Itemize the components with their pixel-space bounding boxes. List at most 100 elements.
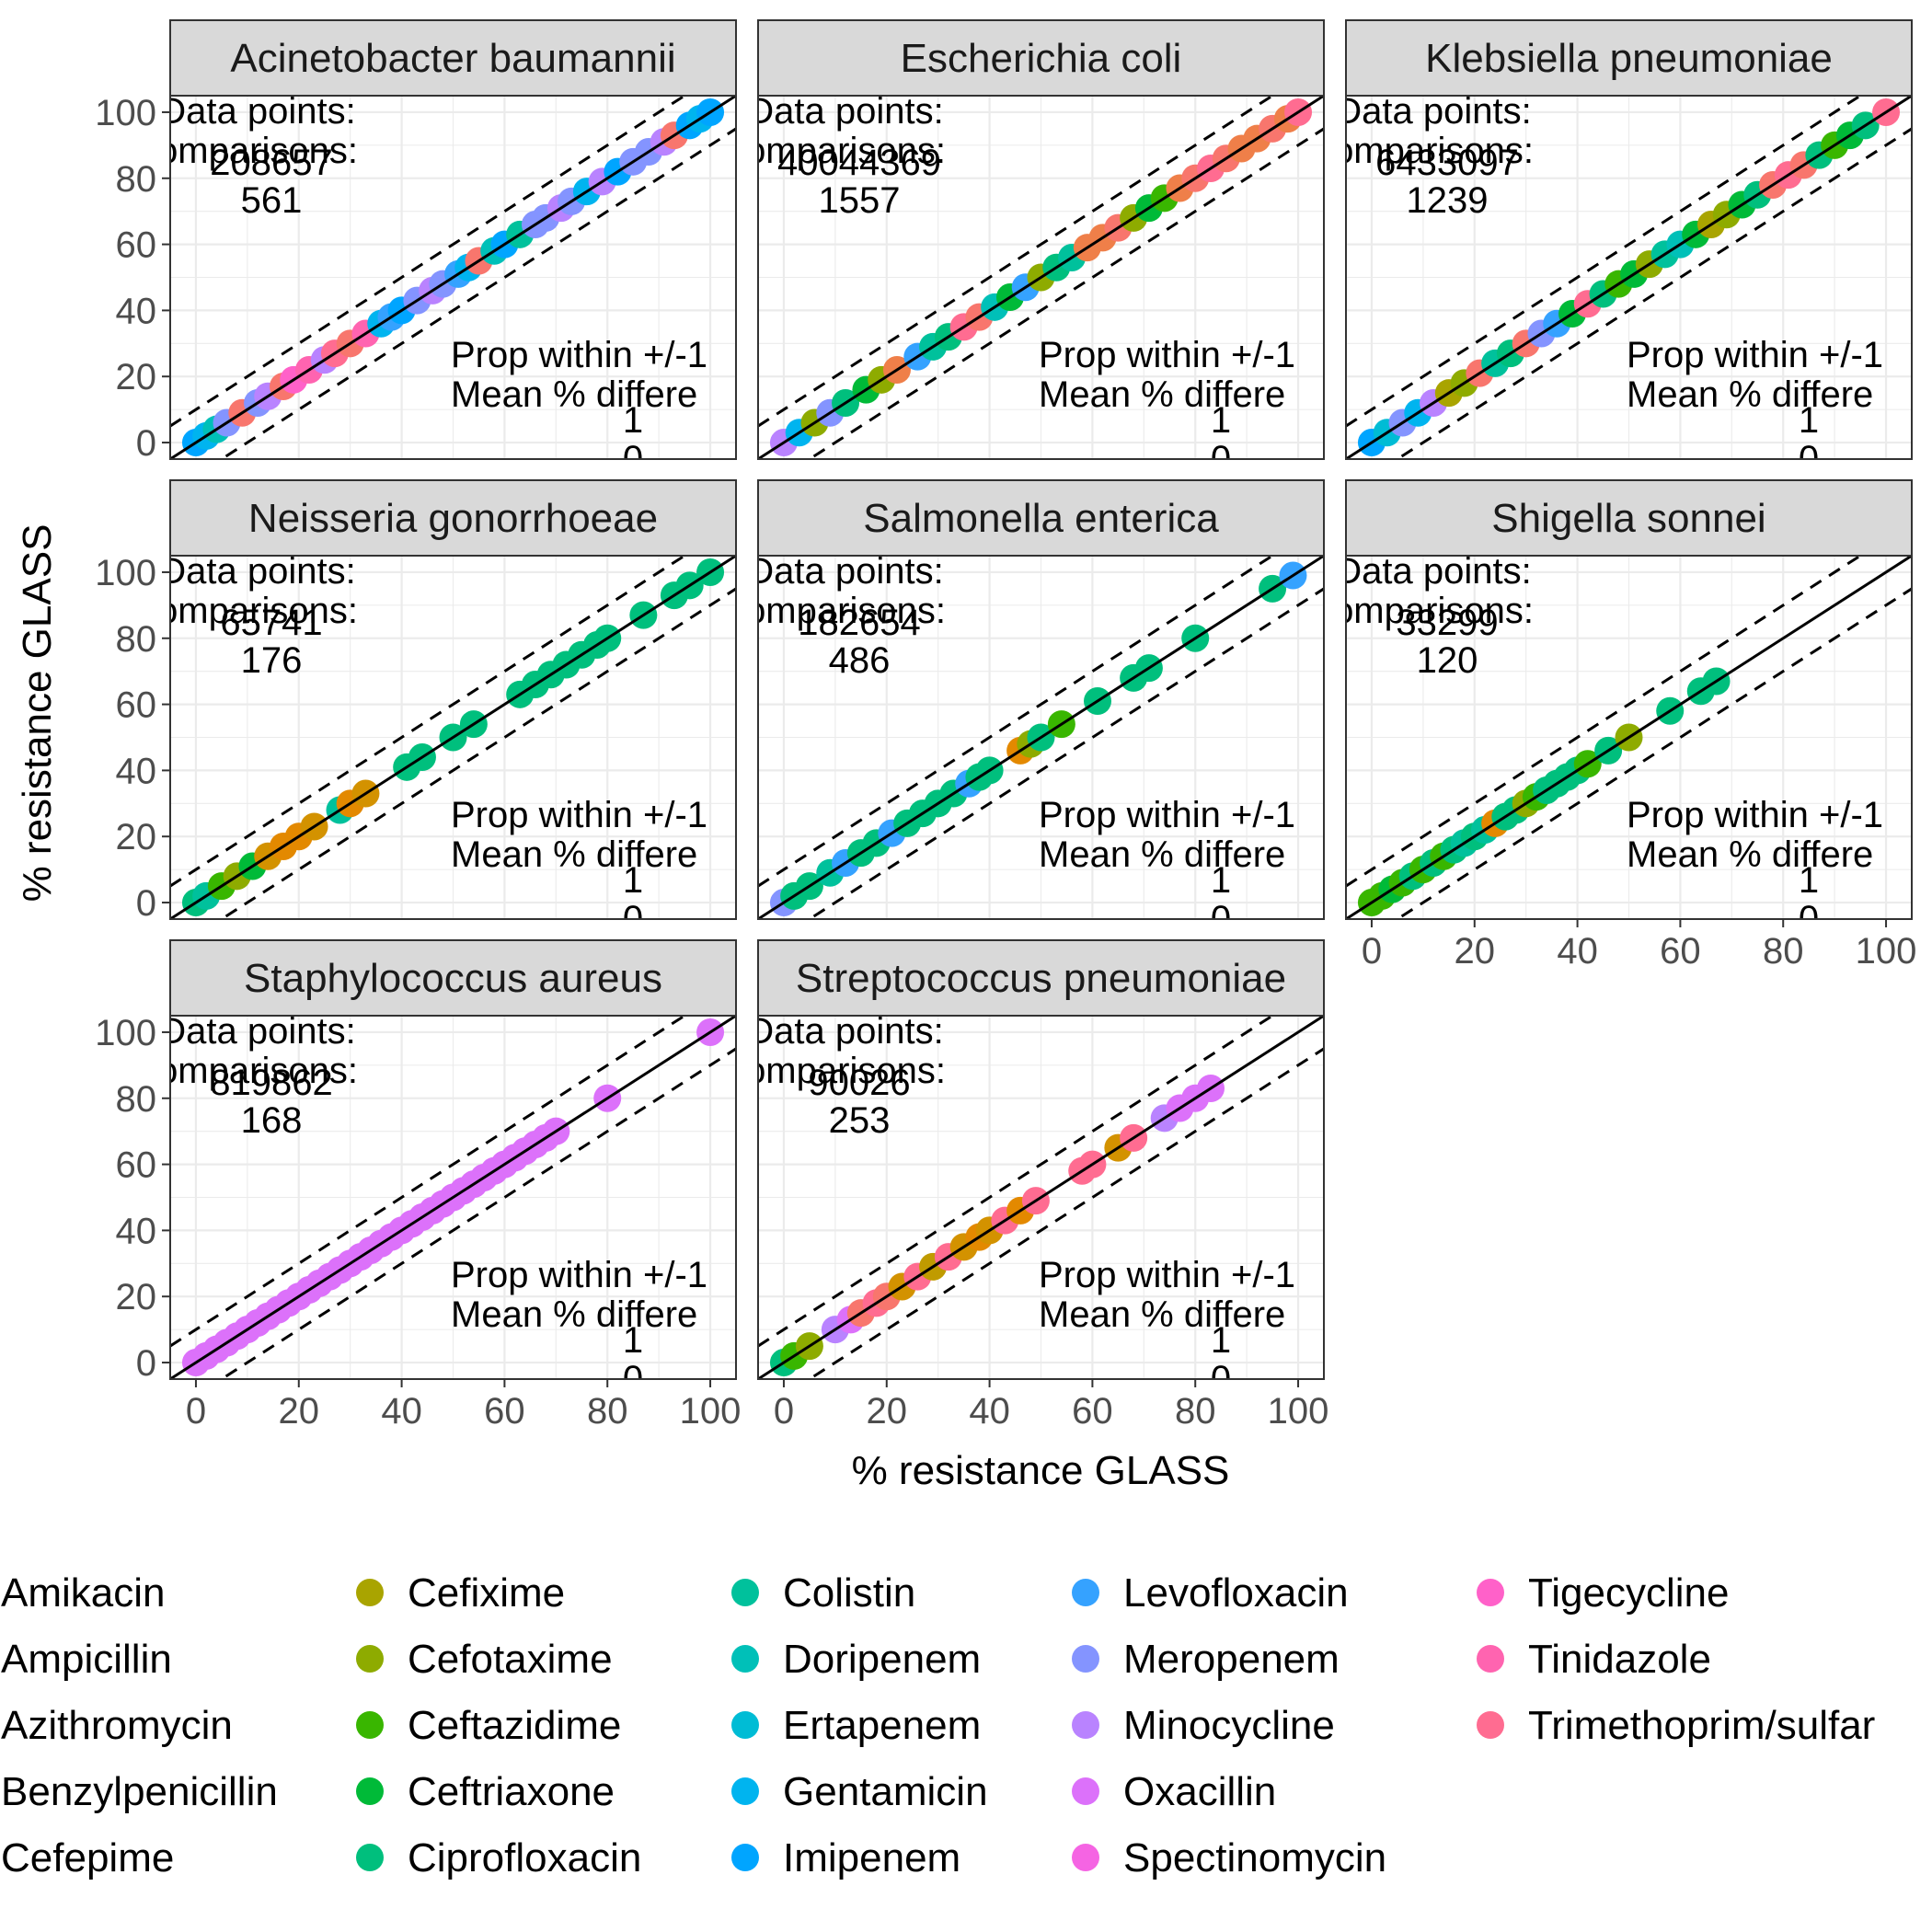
legend: Amikacin Ampicillin Azithromycin Benzylpeni… [1,1570,1875,1880]
legend-label: Cefixime [408,1570,565,1616]
x-tick-label: 80 [1175,1391,1216,1432]
panel-border [757,555,1325,920]
identity-line [1346,556,1912,919]
facet-title: Streptococcus pneumoniae [796,956,1286,1001]
x-tick-label: 60 [1072,1391,1113,1432]
annotation-comparisons-value: 253 [829,1100,891,1141]
facet-strip [1345,479,1913,557]
annotation-comparisons-label: omparisons: [745,1051,946,1091]
y-tick-label: 80 [116,159,157,200]
y-tick-label: 100 [95,553,156,593]
upper-band-line [1346,556,1863,888]
annotation-comparisons-value: 561 [241,180,303,221]
facet-strip [1345,19,1913,97]
legend-swatch [1072,1579,1099,1606]
annotation-comparisons-label: omparisons: [157,131,358,171]
legend-swatch [356,1777,384,1805]
annotation-data-points-label: Data points: [159,551,355,592]
x-tick-label: 40 [381,1391,422,1432]
legend-label: Imipenem [783,1835,960,1880]
identity-line [758,96,1324,459]
annotation-prop-within-value: 1 [623,400,643,441]
annotation-prop-within-value: 1 [1799,860,1819,901]
facet-panel: Streptococcus pneumoniae Data points:ompa… [745,939,1328,1432]
y-tick-label: 0 [136,883,156,924]
facet-title: Acinetobacter baumannii [230,36,675,81]
upper-band-line [170,556,687,888]
x-tick-label: 100 [680,1391,742,1432]
facet-panel: Acinetobacter baumannii Data points:ompar… [95,19,737,479]
legend-swatch [1072,1777,1099,1805]
y-tick-label: 100 [95,93,156,133]
annotation-mean-diff-value: 0 [1211,439,1231,479]
identity-line [1346,96,1912,459]
panel-border [169,1015,737,1380]
reference-lines [170,1016,736,1379]
annotation-data-points-value: 40044369 [777,143,941,183]
annotation-prop-within-value: 1 [623,1320,643,1361]
lower-band-line [807,127,1324,459]
annotation-comparisons-label: omparisons: [745,591,946,631]
legend-label: Cefepime [1,1835,174,1880]
reference-lines [1346,96,1912,459]
y-tick-label: 60 [116,1145,157,1186]
annotation-mean-diff-value: 0 [1211,1359,1231,1399]
x-tick-label: 60 [1660,931,1701,972]
annotation-mean-diff-value: 0 [1799,439,1819,479]
legend-label: Ceftazidime [408,1703,621,1748]
legend-label: Spectinomycin [1123,1835,1386,1880]
annotation-data-points-value: 6433097 [1375,143,1519,183]
annotation-comparisons-value: 486 [829,640,891,681]
annotation-mean-diff-value: 0 [1799,899,1819,939]
x-tick-label: 20 [1455,931,1496,972]
y-tick-label: 0 [136,1343,156,1384]
facet-panel: Staphylococcus aureus Data points:omparis… [95,939,742,1432]
y-tick-label: 40 [116,291,157,331]
annotation-data-points-label: Data points: [747,91,943,132]
legend-swatch [731,1711,759,1739]
y-tick-label: 20 [116,357,157,397]
legend-label: Minocycline [1123,1703,1335,1748]
legend-label: Oxacillin [1123,1769,1276,1814]
y-tick-label: 40 [116,1211,157,1251]
reference-lines [758,556,1324,919]
data-points [769,1075,1225,1377]
x-tick-label: 60 [484,1391,525,1432]
legend-swatch [731,1579,759,1606]
y-tick-label: 0 [136,423,156,464]
annotation-mean-diff-label: Mean % differe [1039,834,1285,875]
facet-strip [757,479,1325,557]
legend-label: Tinidazole [1528,1637,1711,1682]
y-axis-label: % resistance GLASS [15,524,60,903]
facet-title: Shigella sonnei [1491,496,1765,541]
annotation-comparisons-label: omparisons: [157,1051,358,1091]
annotation-comparisons-label: omparisons: [745,131,946,171]
legend-label: Doripenem [783,1637,981,1682]
y-tick-label: 60 [116,225,157,266]
reference-lines [170,96,736,459]
annotation-comparisons-value: 120 [1417,640,1478,681]
reference-lines [170,556,736,919]
x-tick-label: 20 [279,1391,320,1432]
facet-strip [169,19,737,97]
annotation-data-points-label: Data points: [159,91,355,132]
x-tick-label: 40 [969,1391,1010,1432]
annotation-mean-diff-value: 0 [1211,899,1231,939]
legend-label: Ertapenem [783,1703,981,1748]
annotation-mean-diff-value: 0 [623,439,643,479]
x-tick-label: 20 [867,1391,908,1432]
x-tick-label: 80 [1763,931,1804,972]
legend-label: Ceftriaxone [408,1769,615,1814]
upper-band-line [758,556,1275,888]
reference-lines [758,96,1324,459]
lower-band-line [219,1047,736,1379]
lower-band-line [807,1047,1324,1379]
data-points [769,98,1313,457]
legend-label: Tigecycline [1528,1570,1729,1616]
